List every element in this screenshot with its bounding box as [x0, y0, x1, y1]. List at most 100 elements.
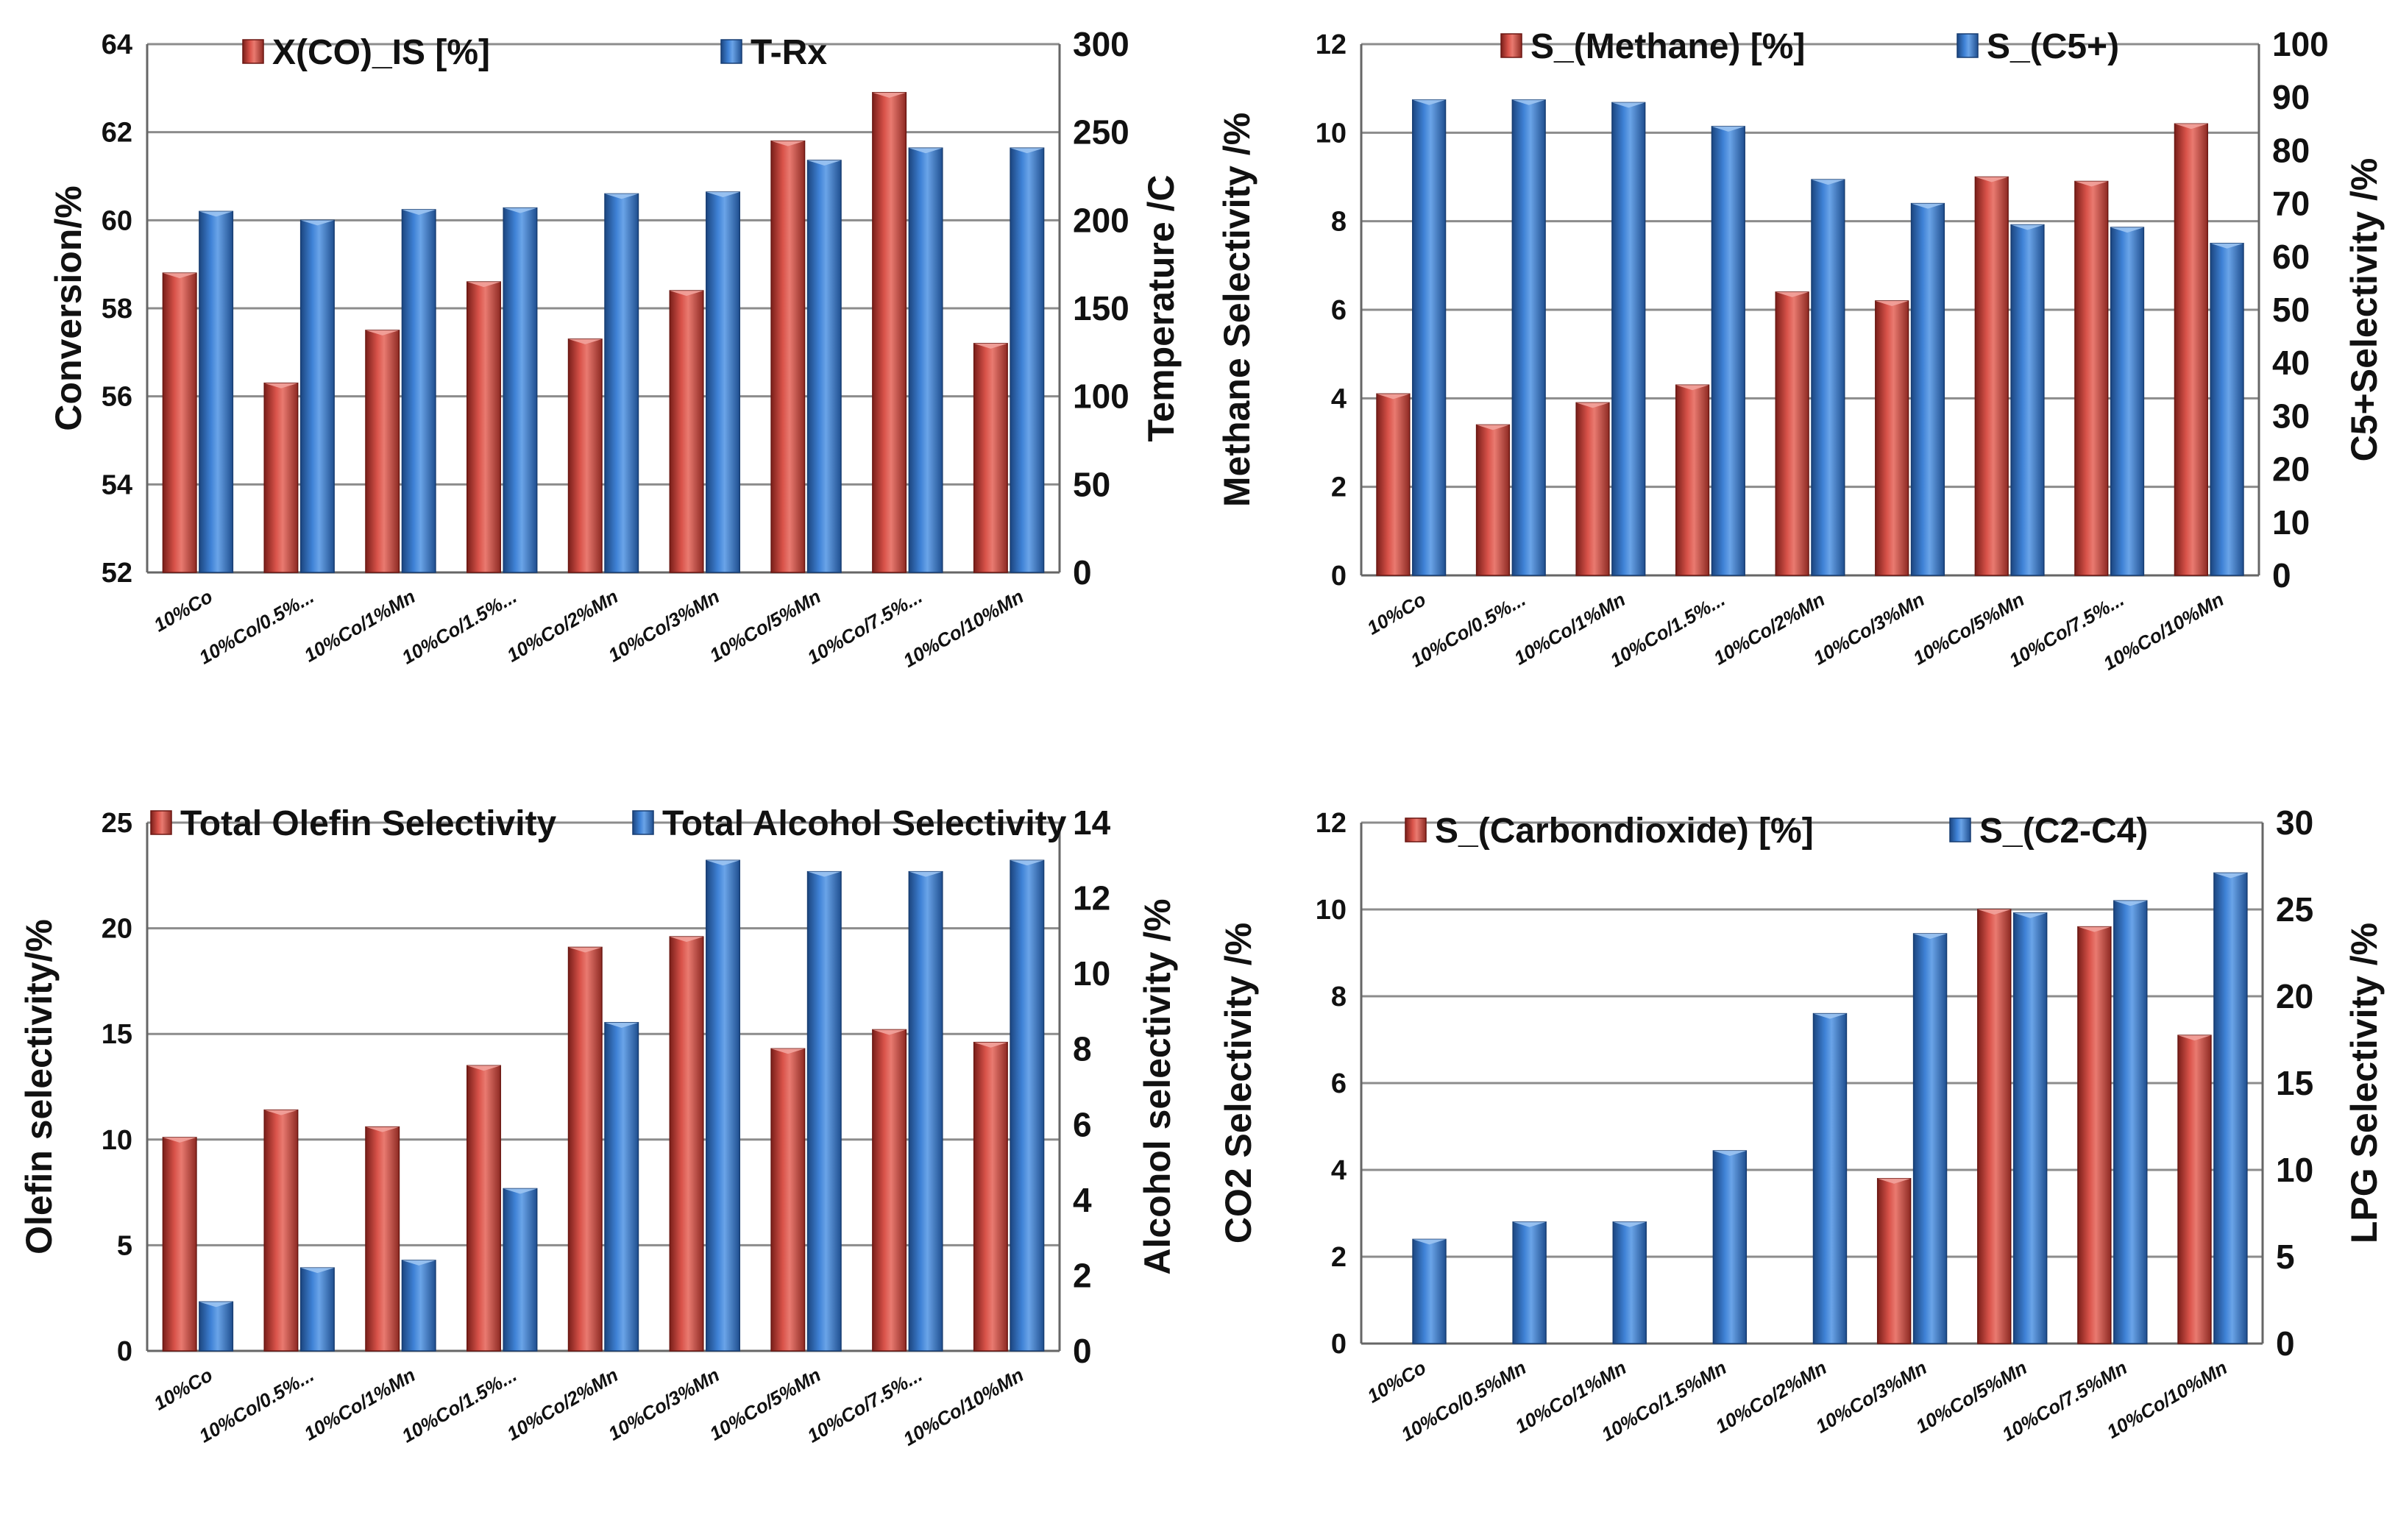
bar-bevel: [300, 1268, 335, 1274]
y-right-tick-label: 25: [2276, 890, 2313, 929]
y-left-tick-label: 0: [1331, 561, 1347, 592]
bar-bevel: [1512, 99, 1546, 105]
y-left-tick-label: 52: [102, 558, 132, 589]
bar-bevel: [1010, 148, 1044, 154]
y-right-tick-label: 50: [2272, 291, 2310, 329]
bar-red-4: [1675, 384, 1710, 576]
bar-bevel: [199, 211, 233, 217]
bar-red-7: [1974, 176, 2009, 576]
legend-item-2: S_(C2-C4): [1949, 812, 2148, 851]
bar-blue-7: [806, 160, 842, 573]
y-left-tick-label: 64: [102, 29, 132, 60]
legend-item-1: X(CO)_IS [%]: [242, 33, 490, 72]
x-tick-label: 10%Co/1.5%...: [398, 1363, 520, 1447]
y-left-tick-label: 6: [1331, 295, 1347, 326]
x-tick-label: 10%Co/2%Mn: [503, 585, 622, 667]
bar-blue-9: [2210, 243, 2244, 576]
y-right-tick-label: 20: [2276, 977, 2313, 1015]
bar-bevel: [909, 871, 943, 877]
bar-blue-5: [604, 1022, 639, 1352]
legend-label: X(CO)_IS [%]: [272, 33, 490, 72]
bar-red-6: [669, 936, 704, 1352]
bar-blue-9: [1010, 147, 1045, 573]
y-right-tick-label: 100: [2272, 25, 2329, 63]
x-tick-label: 10%Co: [1363, 1356, 1430, 1407]
y-left-tick-label: 12: [1316, 808, 1347, 839]
x-tick-label: 10%Co/3%Mn: [1812, 1356, 1930, 1438]
bar-red-8: [2077, 926, 2112, 1344]
bar-red-8: [872, 1029, 907, 1352]
y-right-tick-label: 30: [2276, 803, 2313, 842]
bar-bevel: [365, 330, 400, 336]
y-right-tick-label: 90: [2272, 78, 2310, 116]
y-right-tick-label: 15: [2276, 1064, 2313, 1102]
bar-blue-8: [2113, 900, 2148, 1344]
y-left-axis-label: Olefin selectivity/%: [18, 919, 60, 1255]
bar-blue-7: [806, 870, 842, 1352]
bar-bevel: [872, 92, 907, 98]
bar-blue-4: [503, 207, 538, 573]
bar-bevel: [605, 1022, 639, 1028]
bar-red-9: [973, 343, 1008, 573]
bar-red-7: [770, 140, 806, 573]
y-right-tick-label: 150: [1073, 289, 1129, 327]
y-right-tick-label: 100: [1073, 377, 1129, 416]
bar-blue-1: [199, 210, 234, 573]
chart-1: 5254565860626405010015020025030010%Co10%…: [48, 25, 1182, 672]
bar-bevel: [771, 1048, 805, 1054]
bar-bevel: [1813, 1013, 1847, 1019]
legend-label: S_(C2-C4): [1979, 812, 2148, 851]
bar-bevel: [264, 383, 298, 388]
bar-red-1: [162, 1137, 197, 1352]
y-right-tick-label: 14: [1073, 803, 1111, 842]
y-right-tick-label: 10: [1073, 954, 1110, 993]
y-left-tick-label: 0: [117, 1336, 132, 1367]
legend-label: S_(Carbondioxide) [%]: [1435, 812, 1814, 851]
x-tick-label: 10%Co/0.5%...: [195, 1363, 317, 1447]
y-right-axis-label: Alcohol selectivity /%: [1137, 898, 1178, 1274]
bar-red-9: [2174, 123, 2208, 576]
bar-blue-8: [908, 870, 943, 1352]
bar-blue-3: [401, 1260, 436, 1352]
bar-bevel: [1713, 1151, 1747, 1157]
bar-red-5: [567, 338, 603, 573]
bar-bevel: [402, 1260, 436, 1266]
bar-blue-3: [1612, 1221, 1647, 1344]
bar-blue-9: [2213, 872, 2248, 1344]
bar-bevel: [909, 148, 943, 154]
bar-bevel: [163, 273, 196, 279]
y-left-tick-label: 62: [102, 118, 132, 149]
y-right-axis-label: C5+Selectivity /%: [2344, 158, 2385, 462]
x-tick-label: 10%Co/2%Mn: [1711, 1356, 1830, 1438]
bar-blue-9: [1010, 859, 1045, 1352]
bar-bevel: [1977, 909, 2011, 915]
legend-swatch: [632, 810, 654, 835]
bar-bevel: [1611, 102, 1645, 108]
bar-bevel: [2110, 227, 2144, 233]
bar-blue-6: [706, 191, 740, 573]
x-tick-label: 10%Co/3%Mn: [1809, 588, 1928, 670]
bar-bevel: [163, 1137, 196, 1143]
y-right-axis-label: LPG Selectivity /%: [2344, 923, 2385, 1243]
bar-bevel: [2174, 124, 2208, 129]
bar-blue-3: [401, 209, 436, 573]
y-right-tick-label: 6: [1073, 1105, 1092, 1143]
y-left-tick-label: 6: [1331, 1068, 1347, 1099]
y-right-tick-label: 40: [2272, 344, 2310, 382]
bar-bevel: [568, 338, 602, 344]
legend-label: Total Alcohol Selectivity: [662, 804, 1067, 843]
legend-swatch: [1957, 33, 1979, 58]
y-right-tick-label: 4: [1073, 1181, 1092, 1219]
bar-blue-1: [1412, 1238, 1447, 1344]
y-left-tick-label: 4: [1331, 383, 1347, 414]
legend-label: T-Rx: [751, 33, 827, 72]
bar-red-4: [467, 281, 501, 573]
chart-2: 0 2 4 6 8 10 12 0 10 20 30 40 50 60 70 80 90 100 10%Co 10%C…: [1216, 25, 2385, 675]
y-right-tick-label: 20: [2272, 450, 2310, 489]
bar-red-2: [263, 382, 299, 573]
y-left-tick-label: 0: [1331, 1329, 1347, 1360]
bar-bevel: [973, 343, 1008, 349]
bar-bevel: [1476, 425, 1510, 430]
bar-bevel: [402, 209, 436, 215]
